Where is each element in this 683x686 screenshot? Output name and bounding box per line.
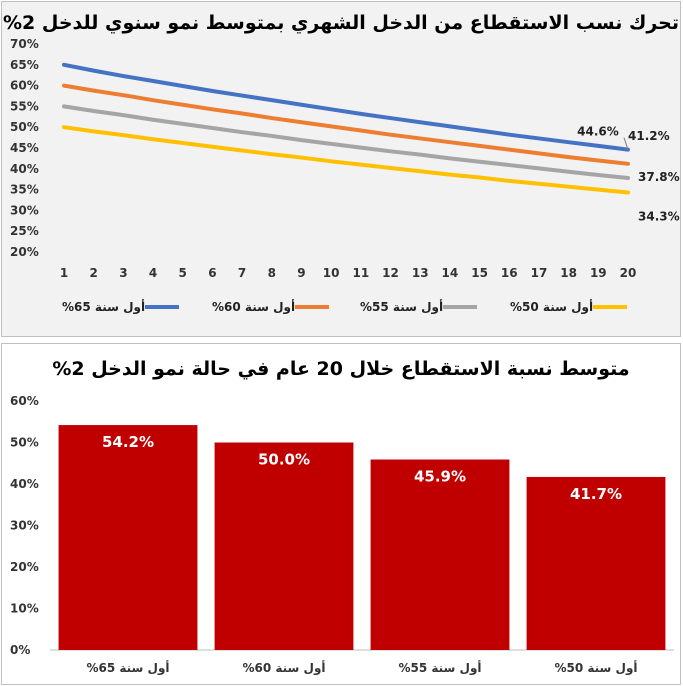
series-line	[62, 83, 630, 166]
line-chart-title: تحرك نسب الاستقطاع من الدخل الشهري بمتوس…	[3, 12, 679, 34]
category-label: أول سنة 50%	[554, 660, 637, 676]
x-tick-label: 11	[352, 266, 369, 280]
bar	[526, 476, 666, 650]
y-tick-label: 50%	[10, 120, 39, 134]
x-tick-label: 10	[323, 266, 340, 280]
x-tick-label: 1	[60, 266, 68, 280]
bar	[214, 442, 354, 650]
category-label: أول سنة 65%	[86, 660, 169, 676]
bar-value-label: 45.9%	[414, 468, 466, 486]
bar-value-label: 41.7%	[570, 485, 622, 503]
bar-chart-plot: 60% 50% 40% 30% 20% 10% 0% 54.2% أول سنة 65% 50.0…	[10, 394, 674, 676]
x-tick-label: 20	[620, 266, 637, 280]
end-value-label: 41.2%	[628, 129, 670, 143]
legend-item-60: أول سنة 60%	[212, 300, 335, 314]
y-tick-label: 0%	[10, 643, 30, 657]
legend-item-65: أول سنة 65%	[62, 300, 185, 314]
x-tick-label: 17	[531, 266, 548, 280]
x-tick-label: 5	[179, 266, 187, 280]
legend-swatch-50	[593, 305, 628, 309]
x-tick-label: 14	[442, 266, 459, 280]
legend-swatch-55	[443, 305, 478, 309]
bar-chart-title: متوسط نسبة الاستقطاع خلال 20 عام في حالة…	[52, 358, 630, 380]
legend-label-55: أول سنة 55%	[360, 300, 444, 314]
y-tick-label: 65%	[10, 58, 39, 72]
category-label: أول سنة 60%	[242, 660, 325, 676]
bar-value-label: 50.0%	[258, 451, 310, 469]
x-tick-label: 4	[149, 266, 157, 280]
x-tick-label: 2	[90, 266, 98, 280]
series-line	[62, 125, 630, 195]
leader-line	[623, 137, 629, 150]
x-tick-label: 15	[471, 266, 488, 280]
end-value-label: 37.8%	[638, 170, 680, 184]
category-label: أول سنة 55%	[398, 660, 481, 676]
x-tick-label: 7	[238, 266, 246, 280]
legend-item-55: أول سنة 55%	[360, 300, 483, 314]
bar-chart-panel: متوسط نسبة الاستقطاع خلال 20 عام في حالة…	[1, 343, 681, 685]
y-tick-label: 30%	[10, 203, 39, 217]
x-tick-label: 18	[560, 266, 577, 280]
line-chart-panel: تحرك نسب الاستقطاع من الدخل الشهري بمتوس…	[1, 1, 681, 337]
y-tick-label: 45%	[10, 141, 39, 155]
y-tick-label: 25%	[10, 224, 39, 238]
y-tick-label: 40%	[10, 477, 39, 491]
x-tick-label: 8	[268, 266, 276, 280]
y-tick-label: 70%	[10, 37, 39, 51]
y-tick-label: 20%	[10, 245, 39, 259]
x-tick-label: 3	[119, 266, 127, 280]
x-tick-label: 6	[208, 266, 216, 280]
x-tick-label: 13	[412, 266, 429, 280]
bar	[370, 459, 510, 650]
y-tick-label: 10%	[10, 602, 39, 616]
line-chart-legend: أول سنة 65% أول سنة 60% أول سنة 55% أول …	[2, 300, 682, 324]
y-tick-label: 30%	[10, 519, 39, 533]
bar-value-label: 54.2%	[102, 433, 154, 451]
series-line	[62, 104, 630, 180]
end-value-label: 44.6%	[577, 125, 619, 139]
x-tick-label: 19	[590, 266, 607, 280]
y-tick-label: 20%	[10, 560, 39, 574]
x-tick-label: 9	[297, 266, 305, 280]
line-chart-plot: 70%65%60%55%50%45%40%35%30%25%20%1 2 3 4 5 6 7…	[10, 37, 680, 280]
bar	[58, 425, 198, 650]
legend-item-50: أول سنة 50%	[510, 300, 633, 314]
legend-label-50: أول سنة 50%	[510, 300, 594, 314]
legend-swatch-65	[145, 305, 180, 309]
y-tick-label: 50%	[10, 436, 39, 450]
y-tick-label: 55%	[10, 99, 39, 113]
end-value-label: 34.3%	[638, 210, 680, 224]
series-line	[62, 62, 630, 152]
legend-label-65: أول سنة 65%	[62, 300, 146, 314]
y-tick-label: 35%	[10, 183, 39, 197]
y-tick-label: 40%	[10, 162, 39, 176]
y-tick-label: 60%	[10, 394, 39, 408]
x-tick-label: 12	[382, 266, 399, 280]
legend-swatch-60	[295, 305, 330, 309]
x-tick-label: 16	[501, 266, 518, 280]
y-tick-label: 60%	[10, 79, 39, 93]
legend-label-60: أول سنة 60%	[212, 300, 296, 314]
